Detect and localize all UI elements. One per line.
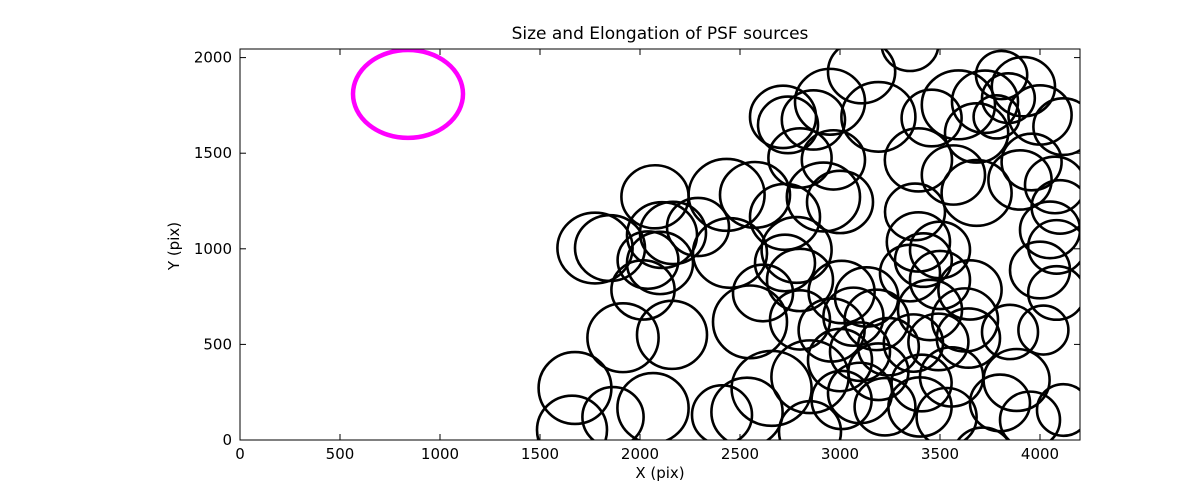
psf-ellipse [731, 263, 795, 323]
psf-ellipse [586, 301, 660, 374]
psf-ellipse [882, 313, 945, 374]
psf-ellipse [883, 182, 947, 242]
x-tick-label: 4000 [1021, 445, 1059, 463]
psf-ellipse [620, 163, 690, 230]
psf-ellipse [990, 55, 1057, 118]
psf-ellipse [800, 128, 867, 191]
psf-ellipse [765, 247, 835, 313]
psf-ellipse [847, 342, 910, 402]
x-tick-label: 2500 [721, 445, 759, 463]
psf-ellipse [1023, 155, 1080, 215]
psf-ellipse [581, 385, 645, 440]
psf-ellipse [785, 161, 862, 233]
psf-ellipse [730, 349, 813, 428]
psf-ellipse [711, 284, 789, 360]
psf-ellipse [972, 93, 1021, 140]
x-tick-label: 2000 [621, 445, 659, 463]
psf-ellipse [810, 369, 873, 431]
y-tick-label: 1500 [194, 144, 232, 162]
psf-ellipse [753, 233, 817, 293]
psf-ellipse [556, 211, 634, 285]
psf-ellipse [998, 390, 1062, 440]
psf-ellipse [937, 258, 1003, 321]
psf-ellipse [767, 127, 833, 189]
psf-ellipse [935, 307, 1002, 370]
psf-ellipse [807, 259, 876, 325]
y-tick-label: 0 [222, 431, 232, 449]
psf-ellipse [943, 102, 1010, 164]
psf-ellipse [573, 213, 647, 283]
x-axis-label: X (pix) [635, 464, 685, 482]
psf-ellipse [950, 69, 1020, 135]
psf-ellipse [616, 230, 680, 291]
psf-ellipse [885, 210, 952, 273]
axes-frame [239, 48, 1081, 441]
tick-label-layer: 0 500 1000 1500 2000 2500 3000 3500 4000 0 500 1000… [194, 49, 1059, 463]
psf-ellipse [805, 169, 875, 235]
psf-ellipse [1026, 264, 1080, 322]
x-tick-label: 0 [235, 445, 245, 463]
psf-ellipse [1026, 218, 1080, 275]
psf-ellipse [893, 232, 954, 289]
y-tick-label: 1000 [194, 240, 232, 258]
psf-ellipse [687, 157, 766, 233]
psf-ellipse [900, 88, 963, 148]
psf-ellipse [890, 353, 953, 413]
psf-ellipse [826, 49, 897, 105]
psf-ellipse [908, 249, 972, 311]
psf-ellipse [980, 303, 1040, 361]
psf-ellipse [920, 69, 997, 141]
psf-ellipse [907, 312, 970, 372]
y-tick-label: 500 [203, 335, 232, 353]
psf-ellipse [940, 158, 1013, 228]
ellipse-layer [350, 49, 1080, 440]
psf-ellipse [610, 258, 676, 321]
psf-ellipse [915, 386, 978, 440]
psf-ellipse [756, 95, 820, 155]
psf-ellipse [535, 394, 609, 440]
psf-ellipse [1000, 132, 1063, 192]
psf-ellipse [777, 399, 843, 440]
psf-ellipse [1018, 200, 1080, 260]
psf-ellipse [887, 375, 953, 438]
psf-ellipse [537, 350, 613, 426]
psf-ellipse [956, 426, 1010, 440]
psf-ellipse [840, 80, 917, 153]
psf-ellipse [710, 376, 784, 440]
psf-ellipse [691, 216, 769, 290]
psf-ellipse [1032, 97, 1080, 157]
y-tick-label: 2000 [194, 49, 232, 67]
psf-ellipse [920, 144, 987, 206]
highlight-ellipse [350, 49, 466, 141]
psf-ellipse [1017, 304, 1070, 356]
psf-ellipse [878, 243, 942, 303]
tick-layer [239, 49, 1080, 441]
psf-ellipse [690, 384, 754, 440]
psf-ellipse [880, 49, 940, 73]
psf-ellipse [883, 127, 954, 193]
psf-ellipse [828, 321, 892, 383]
psf-ellipse [780, 88, 847, 151]
x-tick-label: 3000 [821, 445, 859, 463]
psf-ellipse [1035, 382, 1080, 438]
x-tick-label: 3500 [921, 445, 959, 463]
chart-title: Size and Elongation of PSF sources [511, 24, 809, 44]
x-tick-label: 1500 [521, 445, 559, 463]
psf-ellipse [635, 299, 709, 371]
psf-ellipse [853, 376, 917, 437]
x-tick-label: 500 [326, 445, 355, 463]
psf-ellipse [793, 67, 867, 136]
psf-ellipse [806, 327, 874, 393]
psf-ellipse [760, 215, 833, 285]
x-tick-label: 1000 [421, 445, 459, 463]
psf-ellipse [616, 371, 690, 440]
psf-ellipse [974, 49, 1029, 101]
psf-ellipse [833, 266, 900, 328]
